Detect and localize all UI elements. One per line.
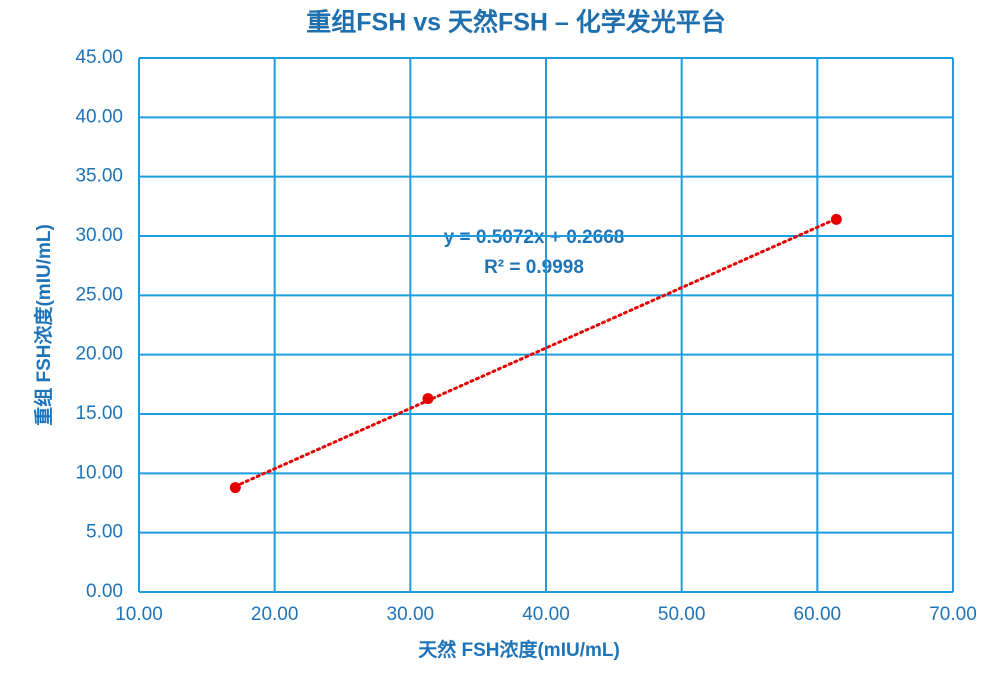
y-axis-label: 重组 FSH浓度(mIU/mL) bbox=[32, 224, 55, 426]
y-tick-label: 35.00 bbox=[75, 166, 123, 187]
y-tick-label: 15.00 bbox=[75, 403, 123, 424]
y-tick-label: 5.00 bbox=[86, 522, 123, 543]
y-tick-label: 45.00 bbox=[75, 47, 123, 68]
data-point bbox=[422, 393, 434, 405]
y-tick-label: 25.00 bbox=[75, 284, 123, 305]
x-tick-label: 30.00 bbox=[387, 604, 435, 625]
data-point bbox=[229, 482, 241, 494]
x-tick-label: 40.00 bbox=[522, 604, 570, 625]
x-tick-label: 10.00 bbox=[115, 604, 163, 625]
r-squared: R² = 0.9998 bbox=[484, 257, 584, 278]
x-tick-label: 20.00 bbox=[251, 604, 299, 625]
y-tick-label: 10.00 bbox=[75, 462, 123, 483]
trendline bbox=[233, 217, 838, 488]
data-point bbox=[830, 213, 842, 225]
x-tick-label: 70.00 bbox=[929, 604, 977, 625]
y-tick-label: 0.00 bbox=[86, 581, 123, 602]
y-tick-label: 40.00 bbox=[75, 106, 123, 127]
equation: y = 0.5072x + 0.2668 bbox=[444, 227, 625, 248]
y-tick-label: 20.00 bbox=[75, 344, 123, 365]
x-axis-label: 天然 FSH浓度(mIU/mL) bbox=[418, 638, 620, 661]
chart-title: 重组FSH vs 天然FSH – 化学发光平台 bbox=[306, 8, 726, 37]
x-tick-label: 50.00 bbox=[658, 604, 706, 625]
y-tick-label: 30.00 bbox=[75, 225, 123, 246]
x-tick-label: 60.00 bbox=[794, 604, 842, 625]
